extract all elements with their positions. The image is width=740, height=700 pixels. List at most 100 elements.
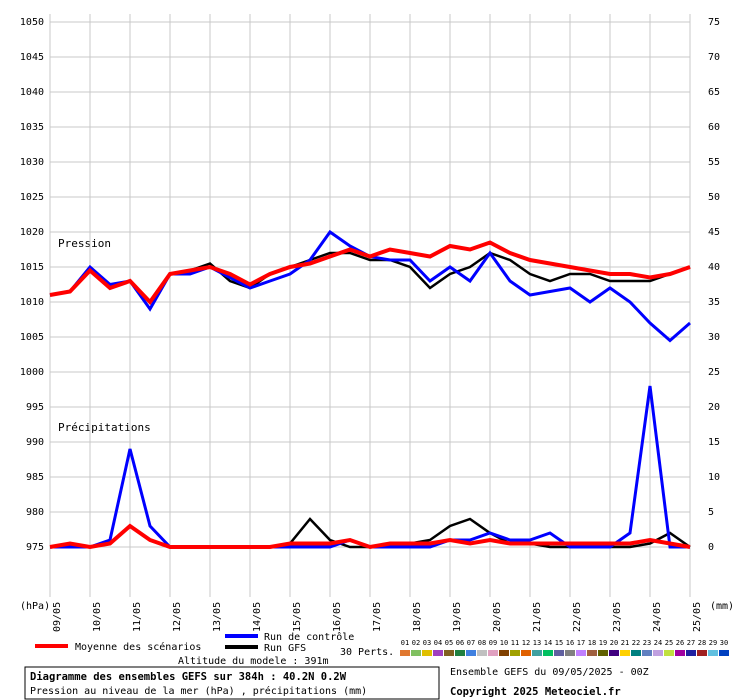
perturbation-label: 22 xyxy=(632,639,640,647)
perturbation-label: 26 xyxy=(676,639,684,647)
y2-tick-label: 5 xyxy=(708,507,714,518)
perturbation-swatch xyxy=(719,650,729,656)
perturbation-swatch xyxy=(708,650,718,656)
perturbation-swatch xyxy=(422,650,432,656)
perturbation-swatch xyxy=(444,650,454,656)
y-tick-label: 1025 xyxy=(20,192,44,203)
y2-tick-label: 65 xyxy=(708,87,720,98)
x-tick-label: 14/05 xyxy=(252,602,263,632)
perturbation-swatch xyxy=(620,650,630,656)
annotation: Précipitations xyxy=(58,421,151,434)
y-tick-label: 1050 xyxy=(20,17,44,28)
y-tick-label: 1020 xyxy=(20,227,44,238)
y-tick-label: 1035 xyxy=(20,122,44,133)
perturbation-label: 18 xyxy=(588,639,596,647)
subtitle: Pression au niveau de la mer (hPa) , pré… xyxy=(30,685,367,697)
x-tick-label: 21/05 xyxy=(532,602,543,632)
perturbation-label: 11 xyxy=(511,639,519,647)
perturbation-swatch xyxy=(433,650,443,656)
perturbation-swatch xyxy=(587,650,597,656)
annotation: Pression xyxy=(58,237,111,250)
y-tick-label: 990 xyxy=(26,437,44,448)
perturbation-label: 10 xyxy=(500,639,508,647)
perturbation-label: 25 xyxy=(665,639,673,647)
perturbation-swatch xyxy=(466,650,476,656)
y2-tick-label: 20 xyxy=(708,402,720,413)
pressure-line xyxy=(49,240,691,306)
x-tick-label: 09/05 xyxy=(52,602,63,632)
perturbation-label: 19 xyxy=(599,639,607,647)
x-tick-label: 18/05 xyxy=(412,602,423,632)
perturbation-label: 27 xyxy=(687,639,695,647)
y-tick-label: 1030 xyxy=(20,157,44,168)
x-tick-label: 12/05 xyxy=(172,602,183,632)
perturbation-label: 06 xyxy=(456,639,464,647)
perturbation-label: 01 xyxy=(401,639,409,647)
perturbation-label: 02 xyxy=(412,639,420,647)
perturbation-label: 09 xyxy=(489,639,497,647)
x-tick-label: 13/05 xyxy=(212,602,223,632)
perturbation-label: 03 xyxy=(423,639,431,647)
y2-tick-label: 55 xyxy=(708,157,720,168)
perturbation-swatch xyxy=(554,650,564,656)
perturbation-swatch xyxy=(686,650,696,656)
y2-tick-label: 10 xyxy=(708,472,720,483)
perturbation-label: 12 xyxy=(522,639,530,647)
perturbation-label: 15 xyxy=(555,639,563,647)
copyright: Copyright 2025 Meteociel.fr xyxy=(450,686,621,698)
perturbation-swatch xyxy=(675,650,685,656)
perturbation-label: 28 xyxy=(698,639,706,647)
y2-tick-label: 75 xyxy=(708,17,720,28)
perturbation-label: 23 xyxy=(643,639,651,647)
y2-tick-label: 60 xyxy=(708,122,720,133)
perturbation-swatch xyxy=(400,650,410,656)
precip-line xyxy=(49,523,691,550)
perturbation-label: 21 xyxy=(621,639,629,647)
perturbation-label: 24 xyxy=(654,639,662,647)
y2-tick-label: 45 xyxy=(708,227,720,238)
y-tick-label: 995 xyxy=(26,402,44,413)
perturbation-label: 14 xyxy=(544,639,552,647)
perturbation-swatch xyxy=(697,650,707,656)
info-box xyxy=(24,666,440,700)
y-tick-label: 980 xyxy=(26,507,44,518)
perturbation-label: 13 xyxy=(533,639,541,647)
perturbation-swatch xyxy=(609,650,619,656)
perturbation-swatch xyxy=(664,650,674,656)
title: Diagramme des ensembles GEFS sur 384h : … xyxy=(30,671,347,683)
perturbation-swatch xyxy=(455,650,465,656)
perturbation-swatch xyxy=(510,650,520,656)
y-tick-label: 975 xyxy=(26,542,44,553)
y-tick-label: 1005 xyxy=(20,332,44,343)
perturbation-swatch xyxy=(565,650,575,656)
y-tick-label: 1045 xyxy=(20,52,44,63)
perturbation-label: 05 xyxy=(445,639,453,647)
x-tick-label: 20/05 xyxy=(492,602,503,632)
perturbation-swatch xyxy=(543,650,553,656)
x-tick-label: 11/05 xyxy=(132,602,143,632)
y-axis-label: (hPa) xyxy=(20,601,50,612)
perturbations-label: 30 Perts. xyxy=(340,647,394,658)
y-tick-label: 985 xyxy=(26,472,44,483)
y2-axis-label: (mm) xyxy=(710,601,734,612)
y2-tick-label: 30 xyxy=(708,332,720,343)
perturbation-label: 07 xyxy=(467,639,475,647)
perturbation-swatch xyxy=(477,650,487,656)
perturbation-label: 30 xyxy=(720,639,728,647)
y-tick-label: 1000 xyxy=(20,367,44,378)
perturbation-label: 29 xyxy=(709,639,717,647)
legend-label: Run de contrôle xyxy=(264,631,354,643)
perturbation-swatch xyxy=(488,650,498,656)
legend-label: Run GFS xyxy=(264,643,306,654)
x-tick-label: 19/05 xyxy=(452,602,463,632)
y2-tick-label: 15 xyxy=(708,437,720,448)
perturbation-swatch xyxy=(499,650,509,656)
perturbation-label: 08 xyxy=(478,639,486,647)
perturbation-swatch xyxy=(631,650,641,656)
y2-tick-label: 70 xyxy=(708,52,720,63)
x-tick-label: 17/05 xyxy=(372,602,383,632)
y2-tick-label: 35 xyxy=(708,297,720,308)
altitude: Altitude du modele : 391m xyxy=(178,656,329,667)
x-tick-label: 15/05 xyxy=(292,602,303,632)
perturbation-swatch xyxy=(642,650,652,656)
